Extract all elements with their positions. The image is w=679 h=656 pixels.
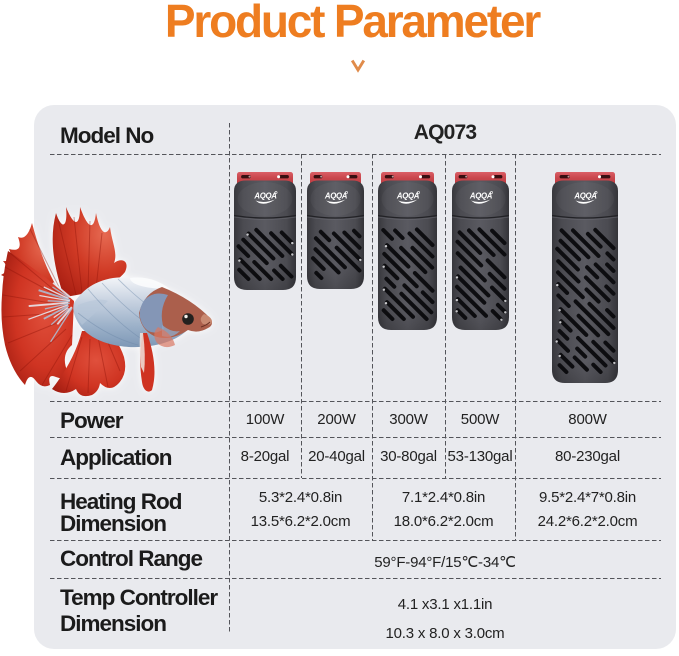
svg-text:AQQA: AQQA xyxy=(396,191,420,200)
svg-text:AQQA: AQQA xyxy=(324,191,348,200)
svg-text:AQQA: AQQA xyxy=(468,191,492,200)
svg-text:AQQA: AQQA xyxy=(253,191,277,200)
svg-text:AQQA: AQQA xyxy=(573,191,597,200)
